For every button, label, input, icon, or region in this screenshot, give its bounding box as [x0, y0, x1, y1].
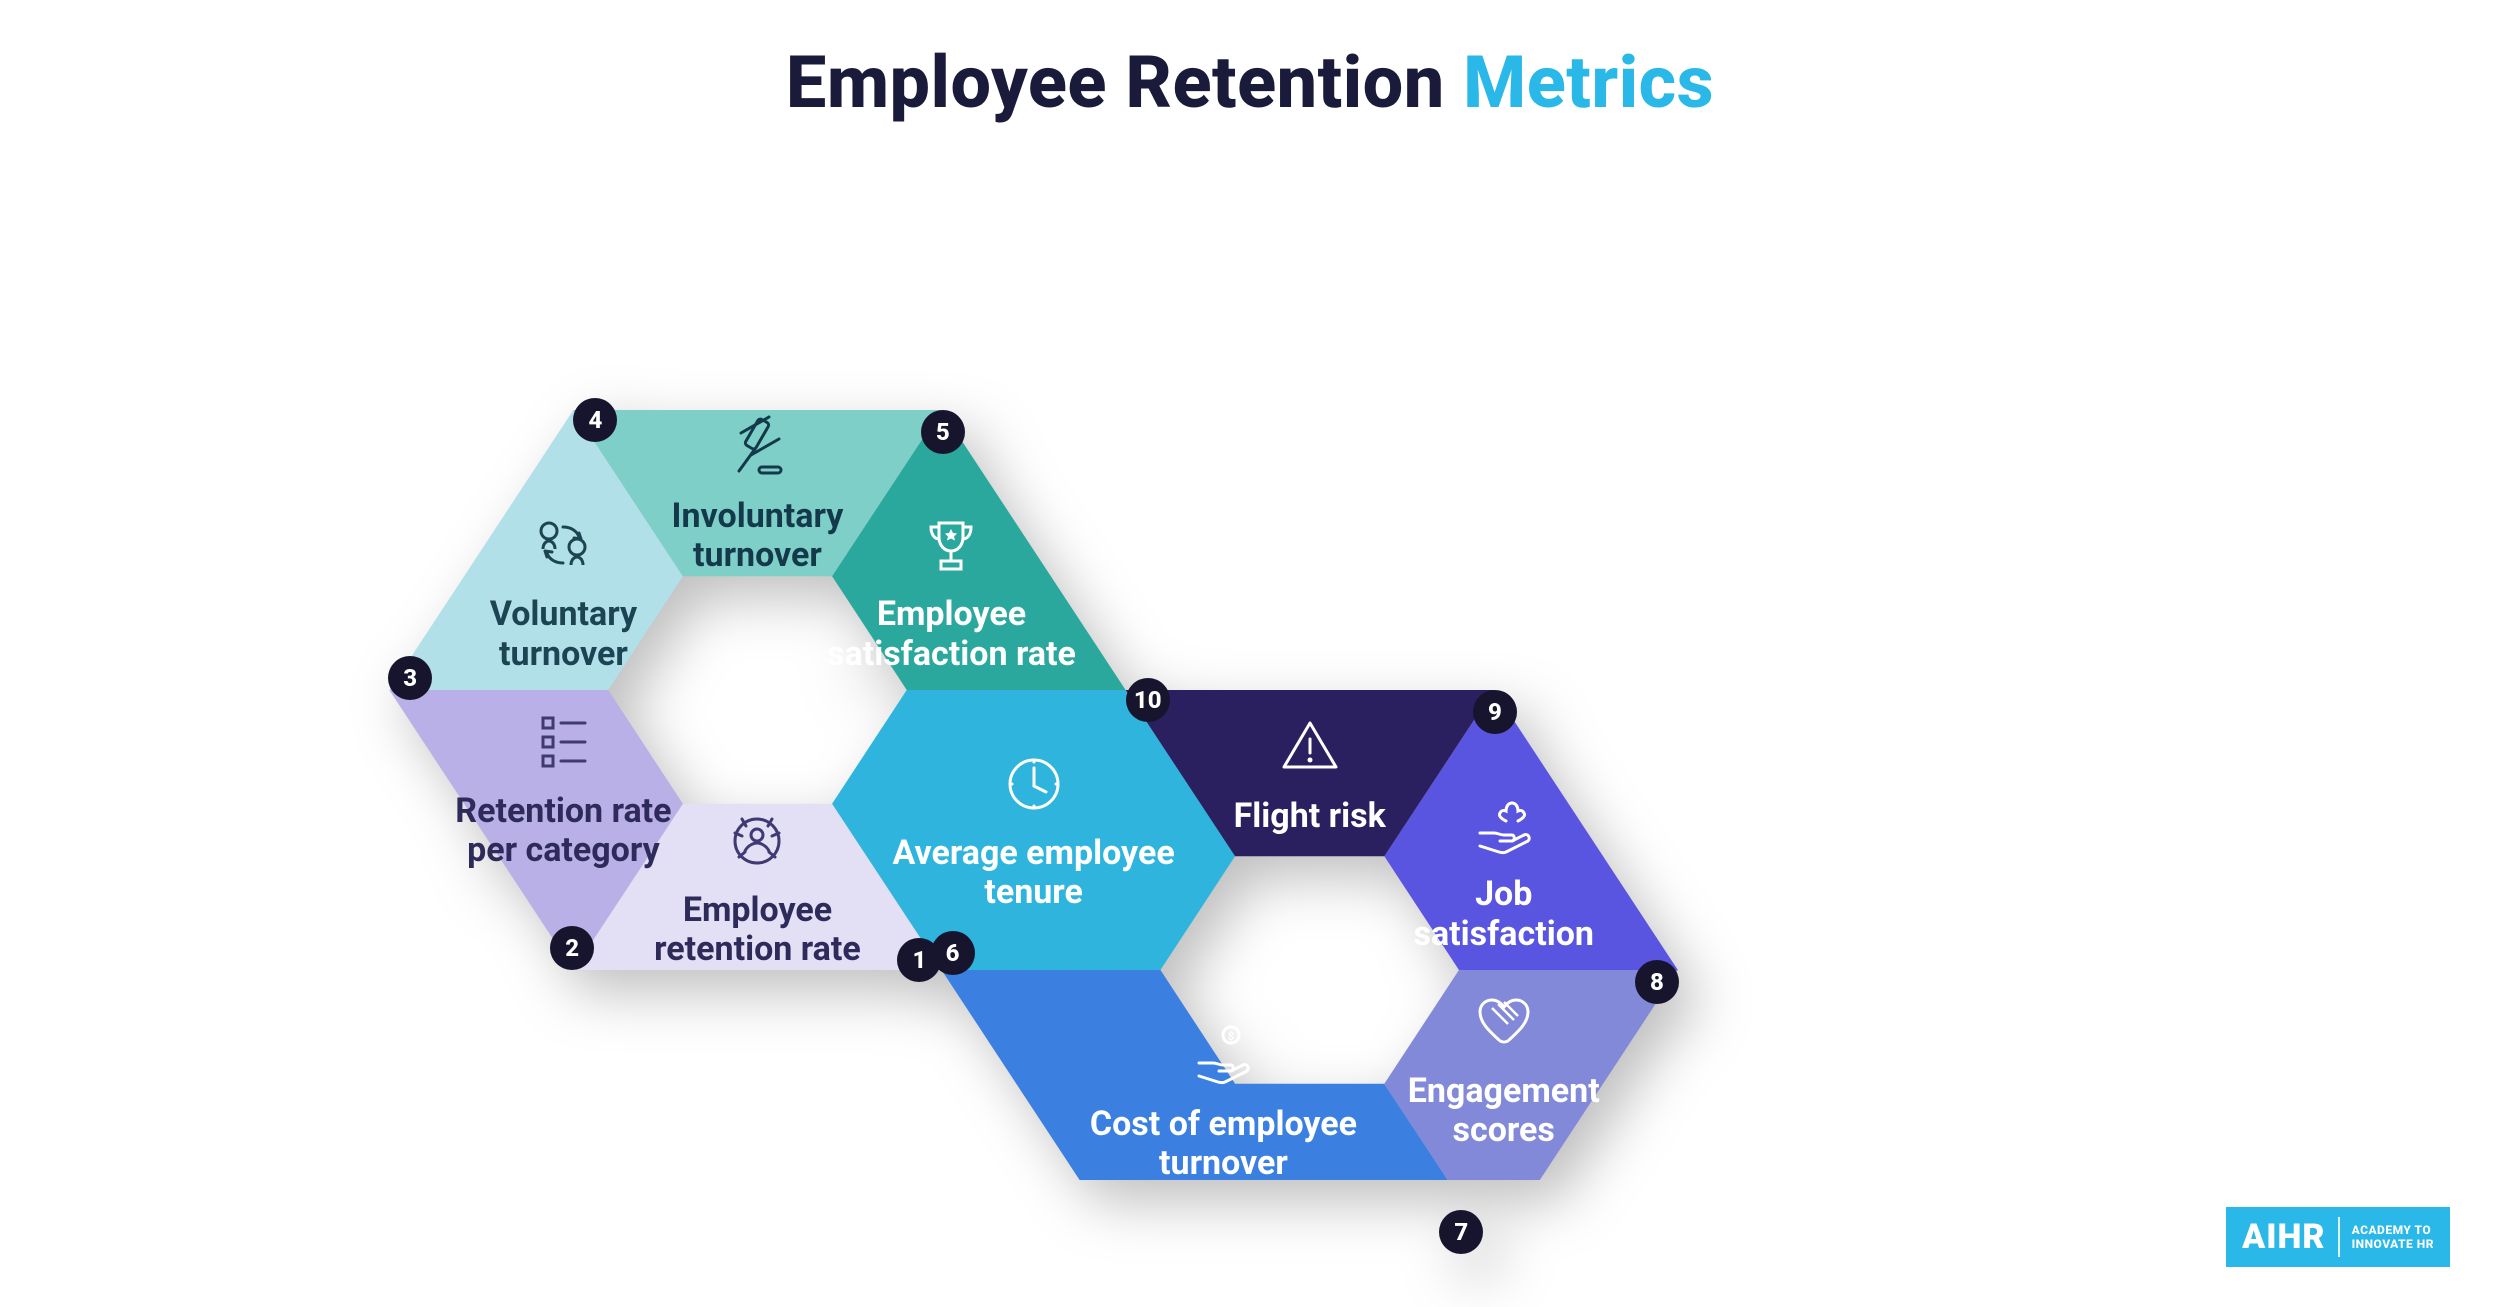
segment-8 — [1384, 970, 1678, 1180]
brand-tagline: ACADEMY TO INNOVATE HR — [2352, 1223, 2434, 1252]
shape-layer — [250, 200, 2250, 1180]
title: Employee Retention Metrics — [786, 40, 1714, 125]
title-accent: Metrics — [1463, 40, 1714, 125]
brand-acronym: AIHR — [2242, 1217, 2326, 1257]
infographic-canvas: Employee Retention Metrics Employee rete… — [0, 0, 2500, 1307]
brand-divider — [2338, 1217, 2340, 1257]
badge-7: 7 — [1439, 1210, 1483, 1254]
diagram-stage: Employee retention rateRetention rate pe… — [250, 200, 2250, 1180]
brand-badge: AIHR ACADEMY TO INNOVATE HR — [2226, 1207, 2450, 1267]
title-prefix: Employee Retention — [786, 40, 1463, 125]
